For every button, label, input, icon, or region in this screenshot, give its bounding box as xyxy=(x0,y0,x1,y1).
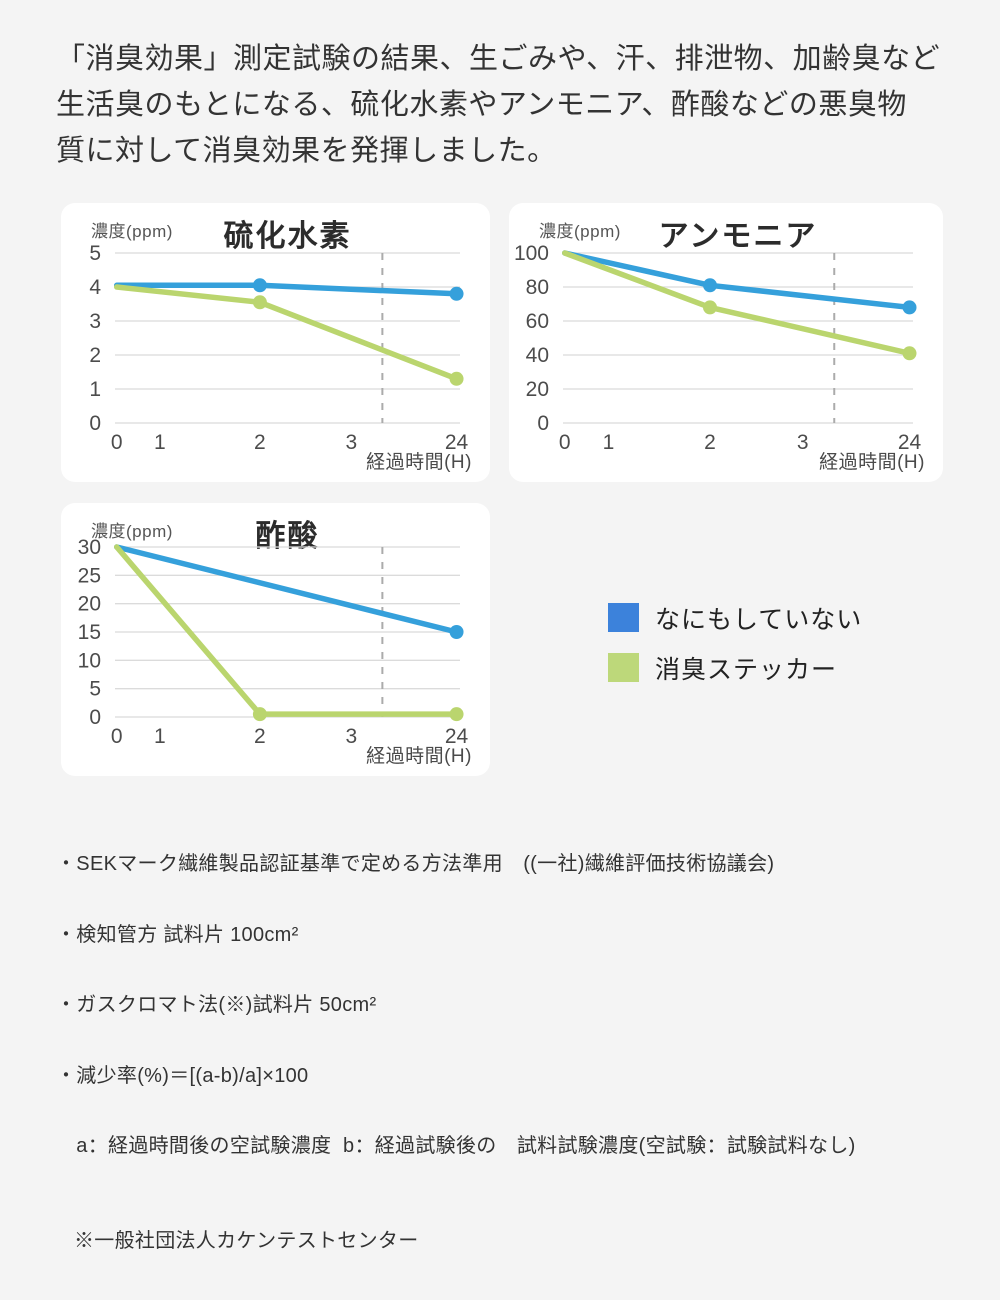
footnote-line-5: a：経過時間後の空試験濃度 b：経過試験後の 試料試験濃度(空試験：試験試料なし… xyxy=(56,1135,856,1157)
data-point xyxy=(902,346,917,361)
footnotes: ・SEKマーク繊維製品認証基準で定める方法準用 ((一社)繊維評価技術協議会) … xyxy=(56,806,966,1300)
x-tick-label: 2 xyxy=(254,431,266,454)
y-tick-label: 30 xyxy=(78,536,101,559)
legend-item-deodorizing-sticker: 消臭ステッカー xyxy=(608,653,862,684)
footnote-line-1: ・SEKマーク繊維製品認証基準で定める方法準用 ((一社)繊維評価技術協議会) xyxy=(56,853,775,875)
y-tick-label: 15 xyxy=(78,621,101,644)
y-tick-label: 20 xyxy=(78,593,101,616)
y-tick-label: 2 xyxy=(89,344,101,367)
intro-line-2: 生活臭のもとになる、硫化水素やアンモニア、酢酸などの悪臭物 xyxy=(56,89,907,121)
x-tick-label: 3 xyxy=(345,431,357,454)
x-tick-label: 2 xyxy=(254,725,266,748)
x-tick-label: 1 xyxy=(154,725,166,748)
y-tick-label: 60 xyxy=(526,310,549,333)
y-tick-label: 10 xyxy=(78,649,101,672)
x-tick-label: 0 xyxy=(111,431,123,454)
y-tick-label: 20 xyxy=(526,378,549,401)
data-point xyxy=(252,278,267,293)
y-axis-label: 濃度(ppm) xyxy=(91,222,173,241)
chart-title-hydrogen-sulfide: 硫化水素 xyxy=(223,220,352,253)
data-point xyxy=(252,295,267,310)
footnote-line-2: ・検知管方 試料片 100cm² xyxy=(56,923,299,946)
intro-line-3: 質に対して消臭効果を発揮しました。 xyxy=(56,135,557,167)
y-tick-label: 5 xyxy=(89,678,101,701)
data-point xyxy=(449,286,464,301)
x-axis-label: 経過時間(H) xyxy=(819,451,925,473)
legend-label-untreated: なにもしていない xyxy=(655,605,863,634)
footnote-line-3: ・ガスクロマト法(※)試料片 50cm² xyxy=(56,994,377,1016)
y-tick-label: 25 xyxy=(78,564,101,587)
x-tick-label: 24 xyxy=(898,431,922,454)
chart-card-hydrogen-sulfide: 濃度(ppm) 硫化水素 0 1 2 3 4 5 0 1 2 3 24 経過時間(H) xyxy=(61,203,490,482)
data-point xyxy=(703,300,717,315)
x-tick-label: 2 xyxy=(704,431,716,454)
x-tick-label: 1 xyxy=(603,431,615,454)
y-tick-label: 5 xyxy=(89,242,101,265)
legend-swatch-blue xyxy=(608,603,639,632)
data-point xyxy=(449,625,464,639)
legend: なにもしていない 消臭ステッカー xyxy=(608,603,862,703)
chart-card-ammonia: 濃度(ppm) アンモニア 0 20 40 60 80 100 0 1 2 3 24 経過時間(H) xyxy=(509,203,943,482)
data-point xyxy=(703,278,717,293)
x-tick-label: 24 xyxy=(445,431,469,454)
y-tick-label: 0 xyxy=(537,412,549,435)
series-line xyxy=(113,284,460,382)
series-line xyxy=(113,544,460,635)
x-tick-label: 24 xyxy=(445,725,469,748)
legend-label-deodorizing-sticker: 消臭ステッカー xyxy=(655,655,838,684)
infographic: 「消臭効果」測定試験の結果、生ごみや、汗、排泄物、加齢臭など 生活臭のもとになる… xyxy=(56,36,966,1252)
footnote-line-4: ・減少率(%)＝[(a-b)/a]×100 xyxy=(56,1064,309,1087)
x-tick-label: 0 xyxy=(559,431,571,454)
y-tick-label: 80 xyxy=(526,276,549,299)
x-tick-label: 3 xyxy=(345,725,357,748)
y-tick-label: 4 xyxy=(89,276,101,299)
chart-title-ammonia: アンモニア xyxy=(658,220,818,253)
y-axis-label: 濃度(ppm) xyxy=(91,522,173,541)
y-tick-label: 0 xyxy=(89,412,101,435)
x-tick-label: 3 xyxy=(797,431,809,454)
y-tick-label: 40 xyxy=(526,344,549,367)
x-axis-label: 経過時間(H) xyxy=(366,745,472,767)
legend-item-untreated: なにもしていない xyxy=(608,603,862,634)
legend-swatch-green xyxy=(608,653,639,682)
footnote-test-center: ※一般社団法人カケンテストセンター xyxy=(74,1229,419,1252)
y-tick-label: 0 xyxy=(89,706,101,729)
data-point xyxy=(449,707,464,722)
x-tick-label: 1 xyxy=(154,431,166,454)
y-tick-label: 100 xyxy=(514,242,549,265)
series-line xyxy=(562,250,913,311)
x-axis-label: 経過時間(H) xyxy=(366,451,472,473)
intro-line-1: 「消臭効果」測定試験の結果、生ごみや、汗、排泄物、加齢臭など xyxy=(56,43,941,75)
x-tick-label: 0 xyxy=(111,725,123,748)
y-tick-label: 3 xyxy=(89,310,101,333)
data-point xyxy=(902,300,917,315)
data-point xyxy=(449,371,464,386)
y-axis-label: 濃度(ppm) xyxy=(539,222,621,241)
data-point xyxy=(252,707,267,722)
chart-card-acetic-acid: 濃度(ppm) 酢酸 0 5 10 15 20 25 30 0 1 2 3 24 経過時間(H) xyxy=(61,503,490,776)
y-tick-label: 1 xyxy=(89,378,101,401)
intro-text: 「消臭効果」測定試験の結果、生ごみや、汗、排泄物、加齢臭など 生活臭のもとになる… xyxy=(56,36,966,174)
